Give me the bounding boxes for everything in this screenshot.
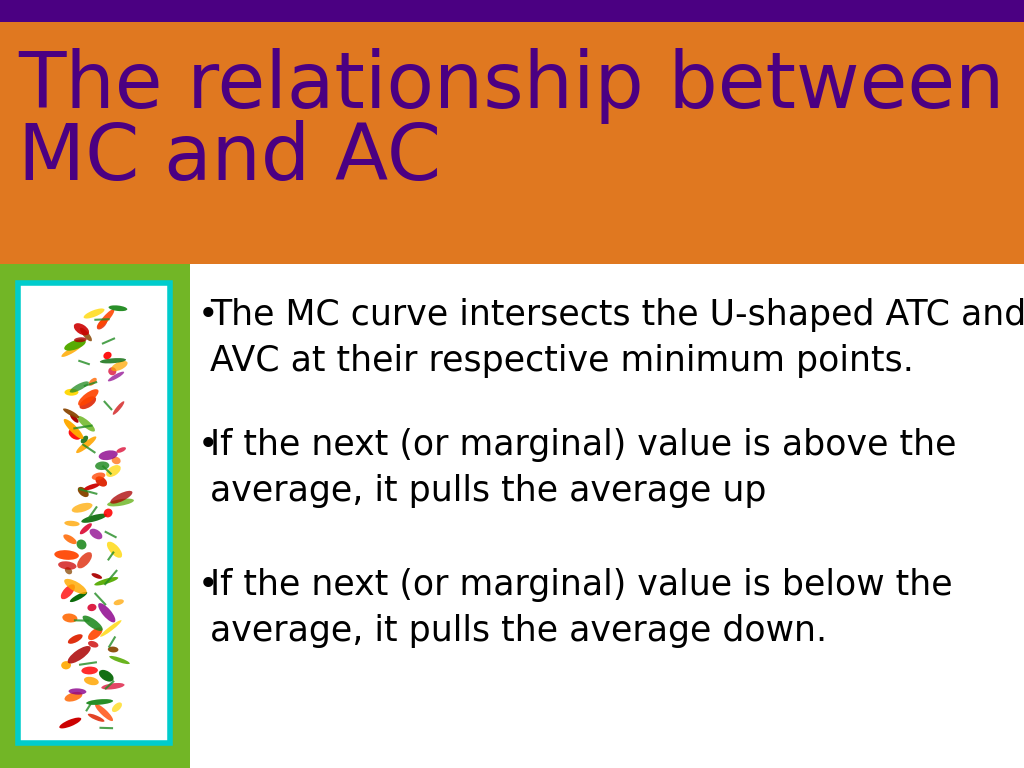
Ellipse shape <box>65 339 86 351</box>
Ellipse shape <box>110 656 130 664</box>
Ellipse shape <box>70 414 79 422</box>
Ellipse shape <box>78 389 98 406</box>
Ellipse shape <box>65 389 79 396</box>
Ellipse shape <box>88 627 102 640</box>
Ellipse shape <box>101 683 125 690</box>
Ellipse shape <box>100 621 122 637</box>
Ellipse shape <box>76 436 96 453</box>
Ellipse shape <box>62 614 78 623</box>
Ellipse shape <box>108 647 119 653</box>
Ellipse shape <box>63 535 77 544</box>
Ellipse shape <box>84 309 104 319</box>
Text: If the next (or marginal) value is below the
average, it pulls the average down.: If the next (or marginal) value is below… <box>210 568 952 648</box>
Ellipse shape <box>61 661 71 670</box>
Ellipse shape <box>63 409 79 418</box>
Ellipse shape <box>80 328 92 341</box>
Ellipse shape <box>86 699 113 705</box>
Ellipse shape <box>114 599 124 605</box>
Ellipse shape <box>112 457 121 465</box>
Text: •: • <box>198 568 219 602</box>
Ellipse shape <box>112 703 122 712</box>
Ellipse shape <box>99 670 114 682</box>
Ellipse shape <box>88 641 98 647</box>
Ellipse shape <box>58 561 77 570</box>
Ellipse shape <box>65 579 87 594</box>
Ellipse shape <box>95 704 113 721</box>
Ellipse shape <box>84 677 98 685</box>
Bar <box>0 0 1024 22</box>
Ellipse shape <box>65 521 80 526</box>
Text: •: • <box>198 298 219 332</box>
Ellipse shape <box>88 713 104 722</box>
Ellipse shape <box>103 352 112 359</box>
Ellipse shape <box>80 396 96 409</box>
Ellipse shape <box>69 429 81 440</box>
Ellipse shape <box>98 603 116 622</box>
Ellipse shape <box>87 604 96 611</box>
Ellipse shape <box>84 483 100 490</box>
Ellipse shape <box>89 378 97 386</box>
Ellipse shape <box>106 465 121 477</box>
Ellipse shape <box>100 358 126 363</box>
Ellipse shape <box>77 416 95 432</box>
Ellipse shape <box>81 514 106 523</box>
Ellipse shape <box>103 508 113 518</box>
Ellipse shape <box>77 539 86 549</box>
Ellipse shape <box>109 306 127 311</box>
Ellipse shape <box>77 552 92 568</box>
Bar <box>190 264 1024 768</box>
Text: The MC curve intersects the U-shaped ATC and
AVC at their respective minimum poi: The MC curve intersects the U-shaped ATC… <box>210 298 1024 378</box>
Ellipse shape <box>68 646 91 664</box>
Ellipse shape <box>54 550 79 560</box>
Bar <box>0 22 1024 264</box>
Ellipse shape <box>91 573 102 579</box>
Text: •: • <box>198 428 219 462</box>
Ellipse shape <box>78 487 89 497</box>
Ellipse shape <box>68 634 83 644</box>
Bar <box>18 283 170 743</box>
Ellipse shape <box>59 717 81 728</box>
Ellipse shape <box>97 319 108 329</box>
Ellipse shape <box>95 476 108 487</box>
Bar <box>0 264 190 768</box>
Text: If the next (or marginal) value is above the
average, it pulls the average up: If the next (or marginal) value is above… <box>210 428 956 508</box>
Ellipse shape <box>69 688 86 694</box>
Ellipse shape <box>63 419 83 439</box>
Ellipse shape <box>81 667 98 674</box>
Ellipse shape <box>92 472 105 480</box>
Ellipse shape <box>74 323 89 336</box>
Ellipse shape <box>60 584 75 599</box>
Ellipse shape <box>117 447 126 453</box>
Ellipse shape <box>74 337 87 343</box>
Ellipse shape <box>111 491 132 504</box>
Ellipse shape <box>81 435 88 443</box>
Ellipse shape <box>61 343 83 357</box>
Ellipse shape <box>109 367 117 376</box>
Ellipse shape <box>83 615 102 631</box>
Ellipse shape <box>111 361 128 371</box>
Text: MC and AC: MC and AC <box>18 120 441 196</box>
Ellipse shape <box>97 310 115 329</box>
Ellipse shape <box>65 692 82 702</box>
Ellipse shape <box>95 462 110 470</box>
Ellipse shape <box>70 592 87 602</box>
Ellipse shape <box>98 450 118 460</box>
Text: The relationship between: The relationship between <box>18 48 1005 124</box>
Ellipse shape <box>94 577 118 585</box>
Ellipse shape <box>72 503 92 513</box>
Ellipse shape <box>113 401 124 415</box>
Ellipse shape <box>80 523 92 535</box>
Ellipse shape <box>70 382 89 392</box>
Ellipse shape <box>89 528 102 539</box>
Ellipse shape <box>65 567 72 574</box>
Ellipse shape <box>108 372 124 382</box>
Ellipse shape <box>108 498 134 506</box>
Ellipse shape <box>106 541 122 558</box>
